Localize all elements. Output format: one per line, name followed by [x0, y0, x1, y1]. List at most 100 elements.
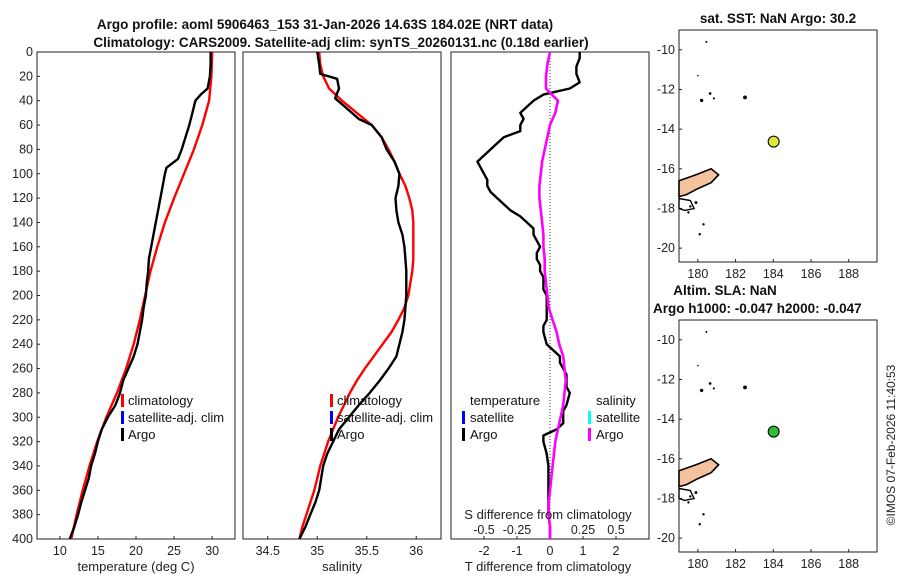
- island-dot: [687, 501, 690, 504]
- legend-header-salinity: salinity: [596, 393, 636, 408]
- difference-panel: -2 -1 0 1 2 S difference from climatology -0…: [450, 51, 650, 574]
- island-dot: [697, 74, 699, 77]
- island-dot: [699, 388, 704, 393]
- depth-tick-label: 300: [12, 410, 33, 424]
- island-coast: [678, 487, 696, 502]
- legend-label-satellite: satellite-adj. clim: [337, 410, 433, 425]
- map-lat-label: -20: [657, 531, 675, 545]
- island-dot: [702, 223, 705, 226]
- legend-label-argo: Argo: [337, 427, 364, 442]
- legend-swatch-s-satellite: [588, 411, 591, 424]
- map-lat-label: -18: [657, 491, 675, 505]
- legend-label-satellite: satellite-adj. clim: [128, 410, 224, 425]
- difference-legend: temperature satellite Argo salinity sate…: [462, 393, 640, 442]
- salinity-legend: climatology satellite-adj. clim Argo: [330, 393, 433, 442]
- depth-tick-label: 100: [12, 167, 33, 181]
- legend-label-s-satellite: satellite: [596, 410, 640, 425]
- x-tick-label: 34.5: [256, 544, 280, 558]
- island-dot: [743, 385, 747, 390]
- island-dot: [743, 95, 747, 100]
- salinity-x-axis: 34.5 35 35.5 36: [256, 536, 423, 558]
- x-tick-label: 20: [129, 544, 143, 558]
- sla-argo-marker: [767, 425, 780, 438]
- island-dot: [687, 211, 690, 214]
- depth-tick-label: 200: [12, 289, 33, 303]
- s-difference-tick-labels: -0.5 -0.25 0.25 0.5: [473, 523, 625, 537]
- legend-swatch-climatology: [121, 394, 124, 407]
- legend-header-temperature: temperature: [470, 393, 540, 408]
- legend-label-s-argo: Argo: [596, 427, 623, 442]
- x-tick-label: -1: [511, 544, 522, 558]
- map-lat-label: -10: [657, 333, 675, 347]
- temperature-lines: [68, 51, 214, 540]
- legend-swatch-satellite: [121, 411, 124, 424]
- legend-swatch-argo: [121, 428, 124, 441]
- imos-stamp: ©IMOS 07-Feb-2026 11:40:53: [884, 364, 898, 525]
- x-tick-label: 36: [409, 544, 423, 558]
- island-dot: [689, 205, 692, 208]
- s-difference-tick-label: 0.5: [607, 523, 624, 537]
- difference-lines: [476, 51, 581, 539]
- map-lat-label: -20: [657, 241, 675, 255]
- sst-map-panel: sat. SST: NaN Argo: 30.2 180 182 184 186 188…: [657, 11, 878, 281]
- map-lat-label: -16: [657, 162, 675, 176]
- temperature-axes-box: [36, 51, 236, 540]
- map-lon-label: 186: [801, 557, 822, 571]
- map-lat-label: -16: [657, 452, 675, 466]
- x-tick-label: 10: [53, 544, 67, 558]
- depth-tick-label: 120: [12, 191, 33, 205]
- map-lon-label: 188: [838, 267, 859, 281]
- depth-tick-label: 140: [12, 215, 33, 229]
- depth-tick-label: 180: [12, 264, 33, 278]
- map-lon-label: 182: [725, 557, 746, 571]
- legend-label-t-satellite: satellite: [470, 410, 514, 425]
- depth-tick-label: 0: [26, 45, 33, 59]
- island-dot: [699, 98, 704, 103]
- sst-map-title: sat. SST: NaN Argo: 30.2: [700, 11, 856, 26]
- temperature-x-axis: 10 15 20 25 30: [53, 536, 219, 558]
- x-tick-label: 15: [91, 544, 105, 558]
- legend-label-climatology: climatology: [128, 393, 194, 408]
- depth-tick-label: 400: [12, 532, 33, 546]
- legend-swatch-climatology: [330, 394, 333, 407]
- island-dot: [702, 513, 705, 516]
- temperature-panel: 0 20 40 60 80 100 120 140 160 180 200 220 240 260 280 3…: [12, 45, 454, 574]
- sla-map-title: Altim. SLA: NaN: [673, 283, 777, 298]
- depth-tick-label: 280: [12, 386, 33, 400]
- island-dot: [708, 382, 712, 385]
- legend-label-climatology: climatology: [337, 393, 403, 408]
- s-difference-label: S difference from climatology: [464, 507, 632, 522]
- map-lon-label: 186: [801, 267, 822, 281]
- map-lon-label: 180: [687, 267, 708, 281]
- island-dot: [698, 233, 701, 236]
- series-line-temperature-argo: [476, 52, 581, 539]
- depth-tick-label: 20: [19, 69, 33, 83]
- sla-map-box: [678, 319, 878, 553]
- sla-map-subtitle: Argo h1000: -0.047 h2000: -0.047: [653, 301, 862, 316]
- map-lat-label: -12: [657, 82, 675, 96]
- island-dot: [712, 97, 715, 100]
- island-landmass: [678, 457, 720, 488]
- x-tick-label: 2: [613, 544, 620, 558]
- s-difference-tick-label: -0.25: [503, 523, 532, 537]
- legend-swatch-t-argo: [462, 428, 465, 441]
- x-tick-label: 25: [167, 544, 181, 558]
- legend-swatch-t-satellite: [462, 411, 465, 424]
- sst-map-land: [678, 40, 747, 236]
- island-dot: [697, 364, 699, 367]
- x-tick-label: 30: [205, 544, 219, 558]
- island-landmass: [678, 167, 720, 198]
- map-lat-label: -18: [657, 201, 675, 215]
- island-dot: [694, 201, 698, 204]
- x-tick-label: 1: [580, 544, 587, 558]
- map-lon-label: 184: [763, 557, 784, 571]
- map-lat-label: -14: [657, 412, 675, 426]
- x-tick-label: 35: [310, 544, 324, 558]
- series-line-argo: [298, 51, 408, 540]
- salinity-panel: 34.5 35 35.5 36 salinity climatology satell…: [242, 51, 442, 574]
- depth-tick-label: 80: [19, 142, 33, 156]
- island-dot: [705, 330, 708, 333]
- map-lat-label: -12: [657, 372, 675, 386]
- s-difference-tick-label: -0.5: [473, 523, 495, 537]
